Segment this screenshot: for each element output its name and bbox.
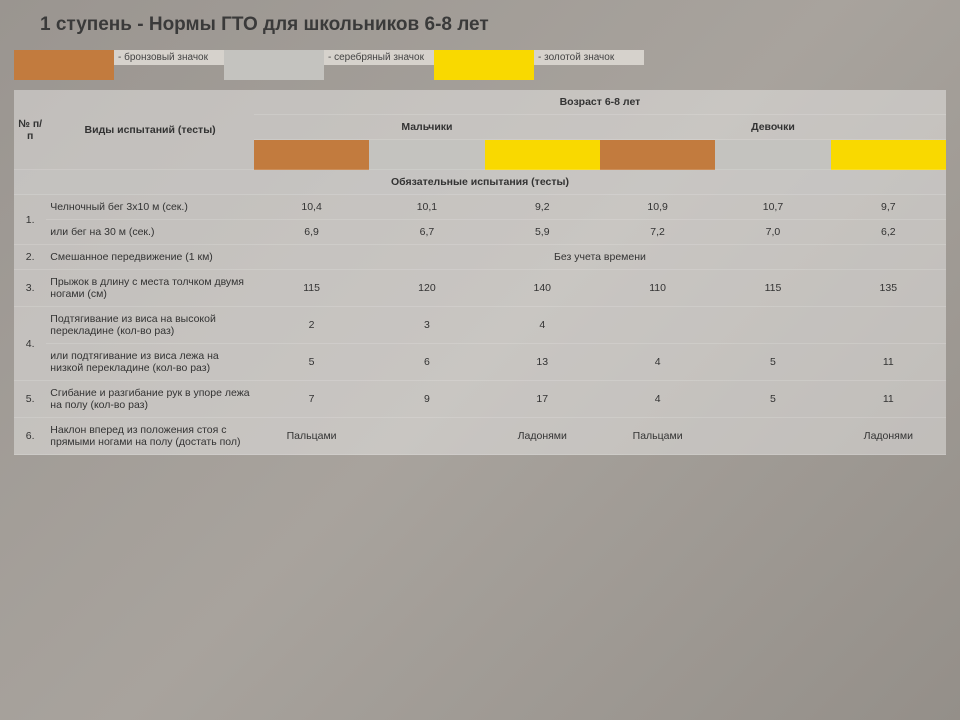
girls-bronze-swatch	[600, 140, 715, 170]
bronze-label: - бронзовый значок	[114, 50, 224, 65]
cell	[715, 307, 830, 344]
hdr-boys: Мальчики	[254, 115, 600, 140]
cell: 5	[715, 344, 830, 381]
cell: 6,9	[254, 220, 369, 245]
table-row: 5. Сгибание и разгибание рук в упоре леж…	[14, 381, 946, 418]
table-row: или бег на 30 м (сек.) 6,9 6,7 5,9 7,2 7…	[14, 220, 946, 245]
row-num: 3.	[14, 270, 46, 307]
cell: 5	[715, 381, 830, 418]
cell: 9	[369, 381, 484, 418]
boys-gold-swatch	[485, 140, 600, 170]
cell: 7,2	[600, 220, 715, 245]
cell: 10,9	[600, 195, 715, 220]
cell	[600, 307, 715, 344]
cell: 2	[254, 307, 369, 344]
cell: 10,1	[369, 195, 484, 220]
test-name: Прыжок в длину с места толчком двумя ног…	[46, 270, 254, 307]
table-row: 6. Наклон вперед из положения стоя с пря…	[14, 418, 946, 455]
cell: 4	[600, 381, 715, 418]
hdr-num: № п/п	[14, 90, 46, 170]
row-num: 2.	[14, 245, 46, 270]
row-num: 5.	[14, 381, 46, 418]
test-name: или бег на 30 м (сек.)	[46, 220, 254, 245]
cell	[715, 418, 830, 455]
silver-label: - серебряный значок	[324, 50, 434, 65]
test-name: Смешанное передвижение (1 км)	[46, 245, 254, 270]
cell: 7,0	[715, 220, 830, 245]
silver-swatch	[224, 50, 324, 80]
cell: 4	[600, 344, 715, 381]
cell: 11	[831, 344, 946, 381]
cell: 17	[485, 381, 600, 418]
cell: 135	[831, 270, 946, 307]
cell: 3	[369, 307, 484, 344]
girls-gold-swatch	[831, 140, 946, 170]
gold-swatch	[434, 50, 534, 80]
cell: 6,7	[369, 220, 484, 245]
boys-silver-swatch	[369, 140, 484, 170]
cell: 10,7	[715, 195, 830, 220]
cell: 115	[254, 270, 369, 307]
gold-label: - золотой значок	[534, 50, 644, 65]
row-num: 6.	[14, 418, 46, 455]
cell: Пальцами	[254, 418, 369, 455]
cell: 120	[369, 270, 484, 307]
cell: 6,2	[831, 220, 946, 245]
girls-silver-swatch	[715, 140, 830, 170]
cell: 6	[369, 344, 484, 381]
cell: 5,9	[485, 220, 600, 245]
boys-bronze-swatch	[254, 140, 369, 170]
test-name: Подтягивание из виса на высокой переклад…	[46, 307, 254, 344]
cell: Ладонями	[831, 418, 946, 455]
cell: 11	[831, 381, 946, 418]
cell: 9,2	[485, 195, 600, 220]
table-row: 3. Прыжок в длину с места толчком двумя …	[14, 270, 946, 307]
test-name: Наклон вперед из положения стоя с прямым…	[46, 418, 254, 455]
cell: 4	[485, 307, 600, 344]
hdr-tests: Виды испытаний (тесты)	[46, 90, 254, 170]
cell	[369, 418, 484, 455]
cell	[831, 307, 946, 344]
section-mandatory: Обязательные испытания (тесты)	[14, 170, 946, 195]
hdr-age-group: Возраст 6-8 лет	[254, 90, 946, 115]
page-title: 1 ступень - Нормы ГТО для школьников 6-8…	[40, 14, 946, 36]
table-row: 1. Челночный бег 3х10 м (сек.) 10,4 10,1…	[14, 195, 946, 220]
cell: 13	[485, 344, 600, 381]
cell: 9,7	[831, 195, 946, 220]
cell: 110	[600, 270, 715, 307]
cell: Пальцами	[600, 418, 715, 455]
row-num: 1.	[14, 195, 46, 245]
cell: 5	[254, 344, 369, 381]
cell: Ладонями	[485, 418, 600, 455]
table-row: или подтягивание из виса лежа на низкой …	[14, 344, 946, 381]
test-name: Челночный бег 3х10 м (сек.)	[46, 195, 254, 220]
bronze-swatch	[14, 50, 114, 80]
test-name: или подтягивание из виса лежа на низкой …	[46, 344, 254, 381]
merged-cell: Без учета времени	[254, 245, 946, 270]
cell: 115	[715, 270, 830, 307]
badge-legend: - бронзовый значок - серебряный значок -…	[14, 50, 946, 80]
gto-table: № п/п Виды испытаний (тесты) Возраст 6-8…	[14, 90, 946, 455]
cell: 140	[485, 270, 600, 307]
row-num: 4.	[14, 307, 46, 381]
hdr-girls: Девочки	[600, 115, 946, 140]
cell: 7	[254, 381, 369, 418]
test-name: Сгибание и разгибание рук в упоре лежа н…	[46, 381, 254, 418]
cell: 10,4	[254, 195, 369, 220]
table-row: 4. Подтягивание из виса на высокой перек…	[14, 307, 946, 344]
table-row: 2. Смешанное передвижение (1 км) Без уче…	[14, 245, 946, 270]
